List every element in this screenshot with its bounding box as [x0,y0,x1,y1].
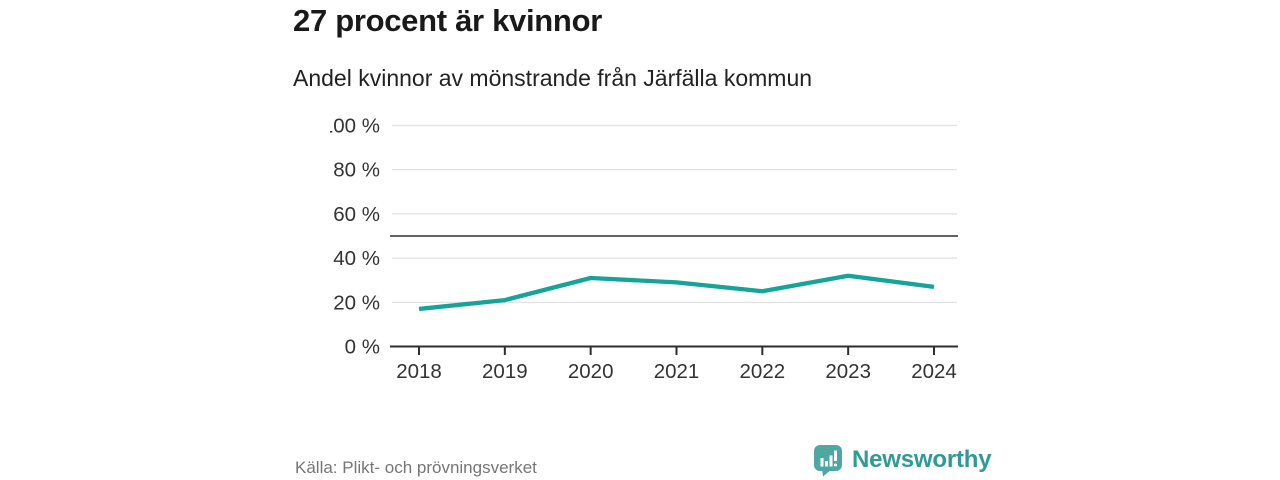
chart-title: 27 procent är kvinnor [293,3,602,38]
y-tick-label: 100 % [330,115,380,138]
x-tick-label: 2018 [396,360,442,383]
y-tick-label: 60 % [333,203,380,226]
x-tick-label: 2022 [740,360,786,383]
x-tick-label: 2020 [568,360,614,383]
newsworthy-logo-icon [814,445,842,477]
line-chart: 2018 2019 2020 2021 2022 2023 2024 0 % 20 % 40 % 6… [330,115,958,383]
source-note: Källa: Plikt- och prövningsverket [295,458,537,477]
x-tick-label: 2019 [482,360,528,383]
x-tick-label: 2021 [654,360,700,383]
newsworthy-wordmark: Newsworthy [852,446,992,473]
y-tick-label: 20 % [333,291,380,314]
x-tick-label: 2024 [911,360,957,383]
newsworthy-brand: Newsworthy [811,442,992,478]
data-line [418,273,935,312]
y-tick-label: 80 % [333,159,380,182]
y-tick-label: 0 % [345,336,380,359]
y-tick-label: 40 % [333,247,380,270]
x-tick-label: 2023 [825,360,871,383]
chart-subtitle: Andel kvinnor av mönstrande från Järfäll… [293,65,813,91]
